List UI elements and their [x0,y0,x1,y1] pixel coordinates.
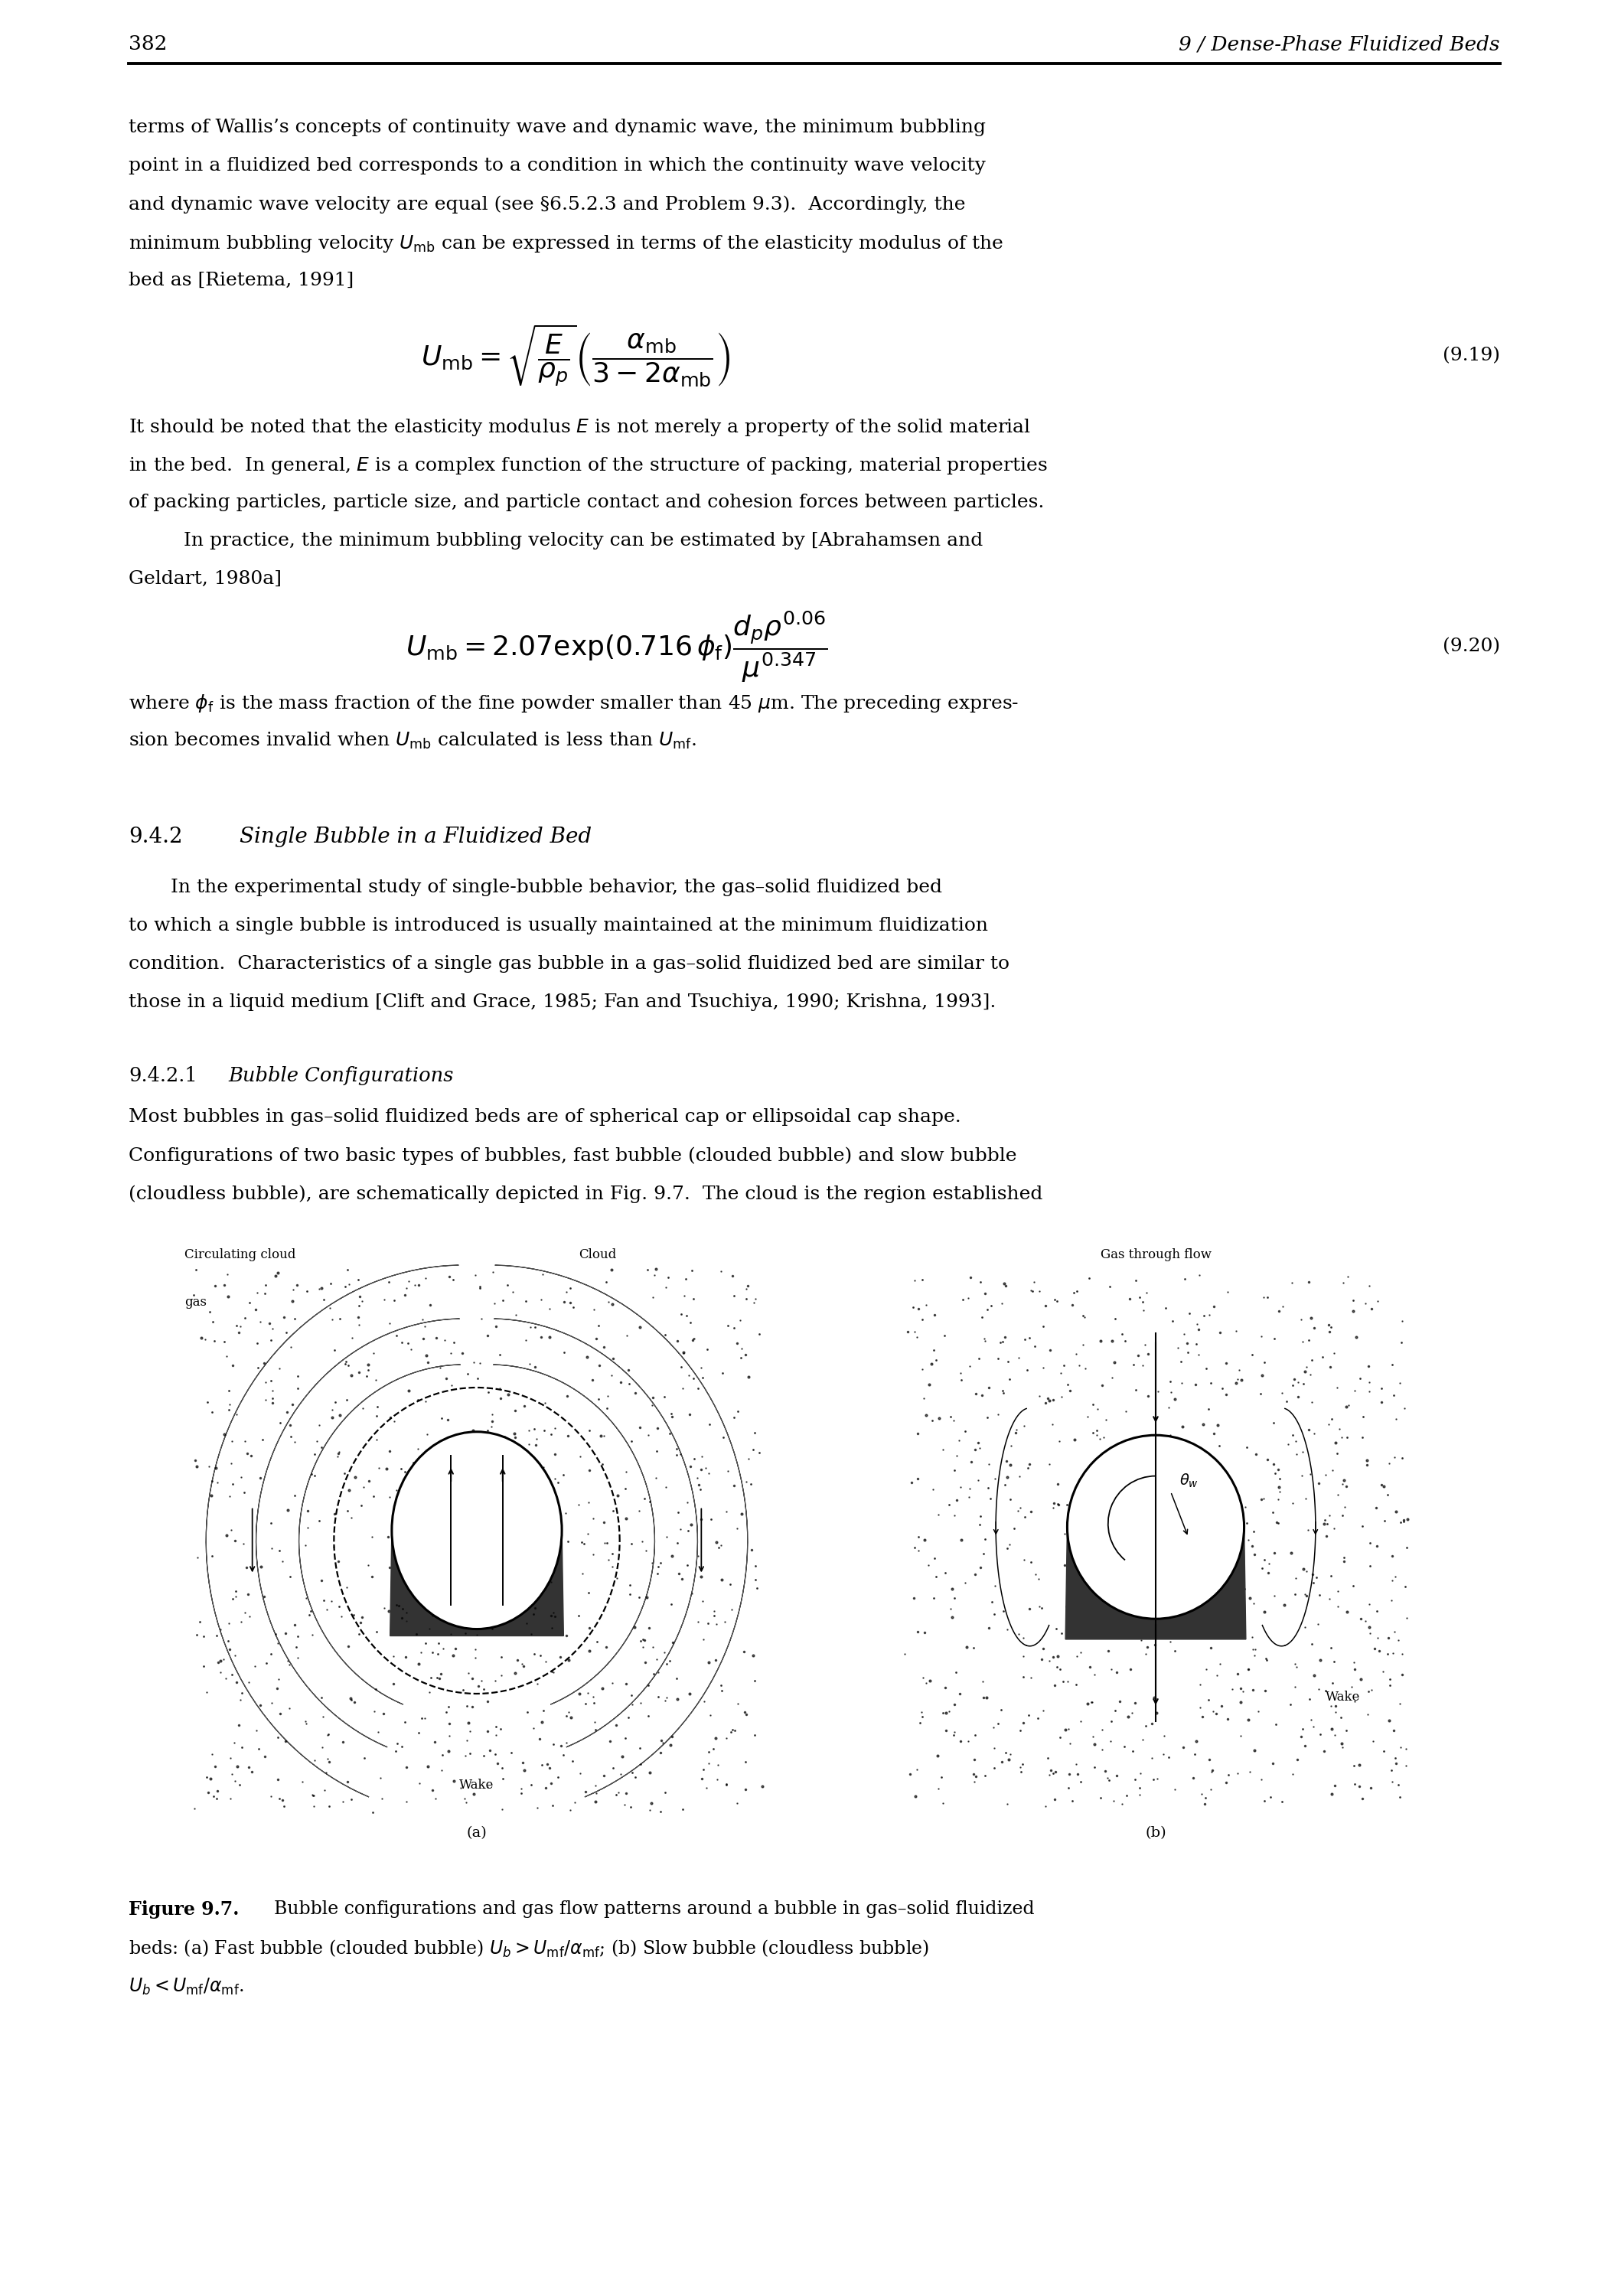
Text: to which a single bubble is introduced is usually maintained at the minimum flui: to which a single bubble is introduced i… [129,916,987,934]
Text: 9.4.2: 9.4.2 [129,827,183,847]
Text: minimum bubbling velocity $U_{\mathrm{mb}}$ can be expressed in terms of the ela: minimum bubbling velocity $U_{\mathrm{mb… [129,234,1003,255]
Text: of packing particles, particle size, and particle contact and cohesion forces be: of packing particles, particle size, and… [129,494,1044,512]
Text: bed as [Rietema, 1991]: bed as [Rietema, 1991] [129,271,354,289]
Ellipse shape [392,1433,561,1630]
Text: Configurations of two basic types of bubbles, fast bubble (clouded bubble) and s: Configurations of two basic types of bub… [129,1146,1016,1164]
Text: Bubble Configurations: Bubble Configurations [228,1065,453,1086]
Text: 382: 382 [129,34,167,53]
Text: 9.4.2.1: 9.4.2.1 [129,1065,198,1086]
Text: 9 / Dense-Phase Fluidized Beds: 9 / Dense-Phase Fluidized Beds [1179,34,1500,53]
Text: Single Bubble in a Fluidized Bed: Single Bubble in a Fluidized Bed [240,827,592,847]
Text: gas: gas [185,1295,206,1309]
Text: and dynamic wave velocity are equal (see §6.5.2.3 and Problem 9.3).  Accordingly: and dynamic wave velocity are equal (see… [129,195,965,214]
Text: Geldart, 1980a]: Geldart, 1980a] [129,569,281,588]
Text: Wake: Wake [460,1779,494,1791]
Text: In practice, the minimum bubbling velocity can be estimated by [Abrahamsen and: In practice, the minimum bubbling veloci… [159,533,982,549]
Text: Circulating cloud: Circulating cloud [185,1249,296,1261]
Text: Bubble configurations and gas flow patterns around a bubble in gas–solid fluidiz: Bubble configurations and gas flow patte… [262,1901,1034,1917]
Text: (a): (a) [466,1825,487,1839]
Polygon shape [1066,1527,1246,1639]
Text: Most bubbles in gas–solid fluidized beds are of spherical cap or ellipsoidal cap: Most bubbles in gas–solid fluidized beds… [129,1109,962,1125]
Text: $U_{\mathrm{mb}} = \sqrt{\dfrac{E}{\rho_p}}\left(\dfrac{\alpha_{\mathrm{mb}}}{3 : $U_{\mathrm{mb}} = \sqrt{\dfrac{E}{\rho_… [421,324,730,388]
Text: where $\phi_{\mathrm{f}}$ is the mass fraction of the fine powder smaller than 4: where $\phi_{\mathrm{f}}$ is the mass fr… [129,693,1019,714]
Text: point in a fluidized bed corresponds to a condition in which the continuity wave: point in a fluidized bed corresponds to … [129,156,986,174]
Text: Gas through flow: Gas through flow [1100,1249,1211,1261]
Text: $\theta_w$: $\theta_w$ [1180,1472,1198,1490]
Ellipse shape [1068,1435,1245,1619]
Text: Wake: Wake [1325,1690,1360,1704]
Text: sion becomes invalid when $U_{\mathrm{mb}}$ calculated is less than $U_{\mathrm{: sion becomes invalid when $U_{\mathrm{mb… [129,730,696,751]
Text: terms of Wallis’s concepts of continuity wave and dynamic wave, the minimum bubb: terms of Wallis’s concepts of continuity… [129,119,986,135]
Text: (b): (b) [1145,1825,1166,1839]
Text: $U_{\mathrm{mb}} = 2.07\exp(0.716\,\phi_{\mathrm{f}})\dfrac{d_p\rho^{0.06}}{\mu^: $U_{\mathrm{mb}} = 2.07\exp(0.716\,\phi_… [405,608,828,684]
Text: Cloud: Cloud [579,1249,616,1261]
Polygon shape [391,1531,563,1635]
Text: Figure 9.7.: Figure 9.7. [129,1901,240,1919]
Text: beds: (a) Fast bubble (clouded bubble) $U_b > U_{\mathrm{mf}}/\alpha_{\mathrm{mf: beds: (a) Fast bubble (clouded bubble) $… [129,1938,929,1958]
Text: (cloudless bubble), are schematically depicted in Fig. 9.7.  The cloud is the re: (cloudless bubble), are schematically de… [129,1185,1042,1203]
Text: It should be noted that the elasticity modulus $E$ is not merely a property of t: It should be noted that the elasticity m… [129,418,1031,439]
Text: condition.  Characteristics of a single gas bubble in a gas–solid fluidized bed : condition. Characteristics of a single g… [129,955,1010,974]
Text: in the bed.  In general, $E$ is a complex function of the structure of packing, : in the bed. In general, $E$ is a complex… [129,455,1048,475]
Text: (9.19): (9.19) [1442,347,1500,365]
Text: $U_b < U_{\mathrm{mf}}/\alpha_{\mathrm{mf}}$.: $U_b < U_{\mathrm{mf}}/\alpha_{\mathrm{m… [129,1977,244,1998]
Text: In the experimental study of single-bubble behavior, the gas–solid fluidized bed: In the experimental study of single-bubb… [170,879,942,895]
Text: those in a liquid medium [Clift and Grace, 1985; Fan and Tsuchiya, 1990; Krishna: those in a liquid medium [Clift and Grac… [129,994,995,1010]
Text: (9.20): (9.20) [1442,638,1500,657]
